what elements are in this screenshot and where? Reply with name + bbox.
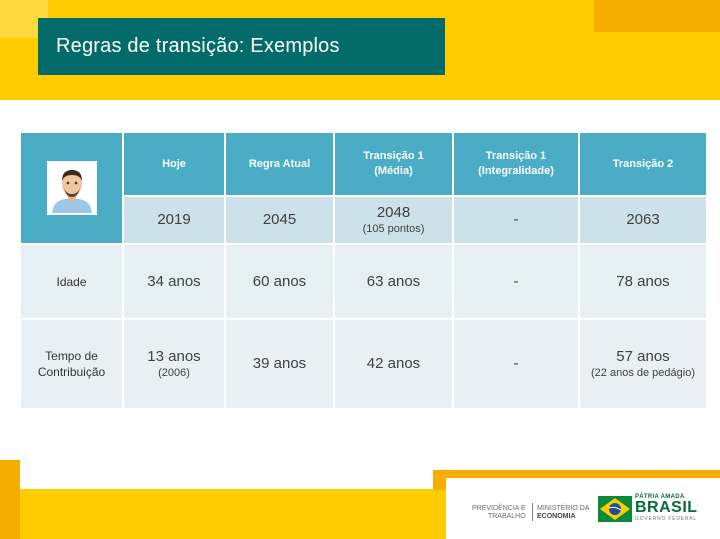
cell-year-regra-atual: 2045 <box>226 197 333 243</box>
cell-idade-hoje: 34 anos <box>124 245 224 318</box>
cell-idade-regra-atual: 60 anos <box>226 245 333 318</box>
header-transicao1-media: Transição 1 (Média) <box>335 133 452 195</box>
row-label-tempo-contribuicao: Tempo de Contribuição <box>21 320 122 408</box>
cell-year-integralidade: - <box>454 197 578 243</box>
year-regra-atual-value: 2045 <box>262 211 297 228</box>
contrib-label-line1: Tempo de <box>45 349 98 363</box>
header-transicao2-label: Transição 2 <box>612 157 674 170</box>
header-transicao2: Transição 2 <box>580 133 706 195</box>
avatar <box>46 161 97 215</box>
cell-idade-transicao2: 78 anos <box>580 245 706 318</box>
previdencia-line1: PREVIDÊNCIA E <box>472 505 526 512</box>
idade-label: Idade <box>56 274 87 289</box>
year-media-value: 2048 <box>376 204 411 221</box>
header-hoje-label: Hoje <box>162 157 186 170</box>
bottom-left-accent <box>0 460 20 539</box>
header-transicao1-media-label: Transição 1 (Média) <box>363 150 424 177</box>
header-regra-atual-label: Regra Atual <box>248 157 311 170</box>
previdencia-line2: TRABALHO <box>487 513 526 520</box>
avatar-cell <box>21 133 122 243</box>
year-media-note: (105 pontos) <box>362 223 425 235</box>
header-hoje: Hoje <box>124 133 224 195</box>
contrib-media-value: 42 anos <box>366 355 421 372</box>
top-right-accent <box>594 0 720 32</box>
row-label-idade: Idade <box>21 245 122 318</box>
slide-title: Regras de transição: Exemplos <box>56 35 340 57</box>
cell-contrib-integralidade: - <box>454 320 578 408</box>
transition-rules-table: Hoje Regra Atual Transição 1 (Média) Tra… <box>21 133 706 408</box>
cell-year-media: 2048 (105 pontos) <box>335 197 452 243</box>
contrib-hoje-value: 13 anos <box>147 348 201 365</box>
contrib-transicao2-value: 57 anos <box>616 348 670 365</box>
brasil-logo-text: PÁTRIA AMADA BRASIL GOVERNO FEDERAL <box>635 494 698 522</box>
brasil-main-text: BRASIL <box>635 499 698 516</box>
idade-regra-atual-value: 60 anos <box>252 272 307 290</box>
header-transicao1-integralidade-label: Transição 1 (Integralidade) <box>478 150 554 177</box>
contrib-hoje-note: (2006) <box>158 367 190 379</box>
footer-logo-area <box>446 478 720 539</box>
header-transicao1-integralidade: Transição 1 (Integralidade) <box>454 133 578 195</box>
slide-title-box: Regras de transição: Exemplos <box>38 18 445 75</box>
idade-hoje-value: 34 anos <box>147 272 201 290</box>
header-regra-atual: Regra Atual <box>226 133 333 195</box>
brasil-top-text: PÁTRIA AMADA <box>635 494 685 500</box>
cell-idade-integralidade: - <box>454 245 578 318</box>
contrib-regra-atual-value: 39 anos <box>252 355 307 372</box>
contrib-label-line2: Contribuição <box>37 365 106 379</box>
cell-contrib-transicao2: 57 anos (22 anos de pedágio) <box>580 320 706 408</box>
year-transicao2-value: 2063 <box>626 211 660 228</box>
cell-year-hoje: 2019 <box>124 197 224 243</box>
idade-media-value: 63 anos <box>366 272 421 290</box>
brasil-sub-text: GOVERNO FEDERAL <box>635 516 698 522</box>
previdencia-logo-text: PREVIDÊNCIA E TRABALHO <box>472 505 526 521</box>
ministerio-line2: ECONOMIA <box>537 513 576 520</box>
ministerio-logo-text: MINISTÉRIO DA ECONOMIA <box>537 505 590 521</box>
idade-transicao2-value: 78 anos <box>616 272 670 290</box>
brasil-flag-logo-icon <box>598 496 632 522</box>
cell-contrib-regra-atual: 39 anos <box>226 320 333 408</box>
cell-idade-media: 63 anos <box>335 245 452 318</box>
cell-contrib-media: 42 anos <box>335 320 452 408</box>
idade-integralidade-value: - <box>513 272 519 290</box>
person-avatar-icon <box>48 163 95 213</box>
cell-year-transicao2: 2063 <box>580 197 706 243</box>
cell-contrib-hoje: 13 anos (2006) <box>124 320 224 408</box>
ministerio-line1: MINISTÉRIO DA <box>537 505 590 512</box>
contrib-integralidade-value: - <box>513 355 519 372</box>
logo-divider <box>532 503 533 521</box>
year-hoje-value: 2019 <box>157 211 191 228</box>
contrib-transicao2-note: (22 anos de pedágio) <box>591 367 695 379</box>
year-integralidade-value: - <box>513 211 519 228</box>
